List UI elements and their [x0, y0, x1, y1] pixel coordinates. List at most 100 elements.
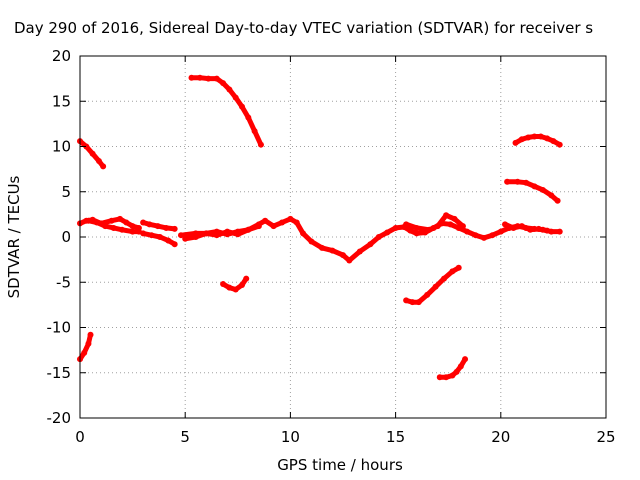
- point-15-6: [550, 138, 557, 145]
- series-5: [182, 223, 262, 242]
- point-4-18: [346, 257, 353, 264]
- point-9-6: [232, 94, 239, 101]
- point-4-32: [464, 228, 471, 235]
- data-points: [77, 74, 563, 381]
- point-3-3: [165, 237, 172, 244]
- point-1-5: [129, 228, 136, 235]
- point-15-3: [531, 133, 538, 140]
- point-2-2: [154, 223, 161, 230]
- point-14-2: [523, 179, 530, 186]
- point-12-6: [449, 268, 456, 275]
- series-3: [140, 230, 178, 248]
- point-9-8: [245, 114, 252, 121]
- point-7-3: [527, 226, 534, 233]
- point-14-5: [548, 192, 555, 199]
- point-12-5: [440, 275, 447, 282]
- point-4-16: [329, 247, 336, 254]
- point-0-5: [116, 215, 123, 222]
- point-2-3: [163, 224, 170, 231]
- point-9-9: [251, 128, 258, 135]
- y-tick-label-1: -15: [47, 364, 72, 382]
- point-1-0: [85, 217, 92, 224]
- x-tick-label-4: 20: [491, 428, 510, 446]
- point-13-5: [462, 356, 469, 363]
- x-tick-label-2: 10: [281, 428, 300, 446]
- point-12-1: [409, 299, 416, 306]
- point-4-43: [556, 228, 563, 235]
- point-9-10: [257, 141, 264, 148]
- series-9: [188, 74, 264, 148]
- point-10-2: [85, 340, 92, 347]
- point-10-3: [87, 331, 94, 338]
- point-8-4: [100, 163, 107, 170]
- y-tick-label-0: -20: [47, 409, 72, 427]
- y-axis-label: SDTVAR / TECUs: [5, 175, 23, 298]
- x-axis-label: GPS time / hours: [277, 456, 403, 474]
- point-9-5: [226, 86, 233, 93]
- point-8-2: [89, 150, 96, 157]
- series-8: [77, 138, 107, 170]
- point-4-10: [278, 219, 285, 226]
- y-tick-label-7: 15: [52, 92, 71, 110]
- series-10: [77, 331, 94, 363]
- point-4-21: [375, 234, 382, 240]
- point-7-0: [502, 221, 509, 228]
- point-14-6: [554, 197, 561, 204]
- point-6-1: [413, 224, 420, 231]
- point-3-1: [148, 232, 155, 239]
- point-5-1: [192, 234, 199, 240]
- point-14-1: [514, 178, 521, 185]
- point-15-7: [556, 141, 563, 148]
- point-1-1: [93, 219, 100, 226]
- point-12-2: [415, 299, 422, 306]
- series-15: [512, 133, 563, 148]
- point-4-26: [413, 230, 420, 237]
- series-6: [403, 212, 466, 233]
- y-tick-label-3: -5: [56, 273, 71, 291]
- point-0-6: [123, 219, 130, 226]
- point-4-0: [177, 232, 184, 239]
- point-4-35: [489, 232, 496, 239]
- point-4-12: [293, 219, 300, 226]
- series-11: [220, 275, 250, 293]
- point-9-4: [220, 80, 227, 87]
- y-tick-label-6: 10: [52, 138, 71, 156]
- x-tick-label-3: 15: [386, 428, 405, 446]
- point-5-6: [245, 226, 252, 233]
- point-4-36: [497, 228, 504, 235]
- point-11-3: [239, 281, 246, 288]
- point-15-5: [544, 135, 551, 142]
- point-5-5: [234, 231, 241, 238]
- series-10-trace: [77, 332, 93, 362]
- point-13-3: [453, 368, 460, 375]
- y-tick-label-4: 0: [61, 228, 71, 246]
- point-13-1: [443, 374, 450, 381]
- x-tick-label-0: 0: [75, 428, 85, 446]
- point-6-5: [451, 215, 458, 222]
- series-1: [85, 217, 142, 235]
- point-9-7: [239, 103, 246, 110]
- point-4-14: [308, 238, 315, 245]
- chart-title: Day 290 of 2016, Sidereal Day-to-day VTE…: [14, 19, 593, 37]
- x-tick-label-1: 5: [180, 428, 190, 446]
- point-14-0: [504, 178, 511, 185]
- point-6-6: [459, 223, 466, 230]
- series-14: [504, 178, 561, 204]
- point-4-30: [447, 221, 454, 228]
- point-0-4: [108, 217, 115, 224]
- point-9-0: [188, 74, 195, 81]
- x-tick-label-5: 25: [596, 428, 615, 446]
- point-11-2: [232, 286, 239, 293]
- point-13-0: [436, 374, 443, 381]
- point-15-0: [512, 139, 519, 146]
- point-13-2: [449, 372, 456, 379]
- series-12: [403, 264, 462, 306]
- point-9-3: [213, 75, 220, 82]
- point-7-4: [535, 225, 542, 232]
- point-4-23: [392, 224, 399, 231]
- point-12-0: [403, 297, 410, 304]
- point-3-4: [171, 241, 178, 248]
- point-4-17: [340, 252, 346, 259]
- point-4-20: [367, 241, 374, 248]
